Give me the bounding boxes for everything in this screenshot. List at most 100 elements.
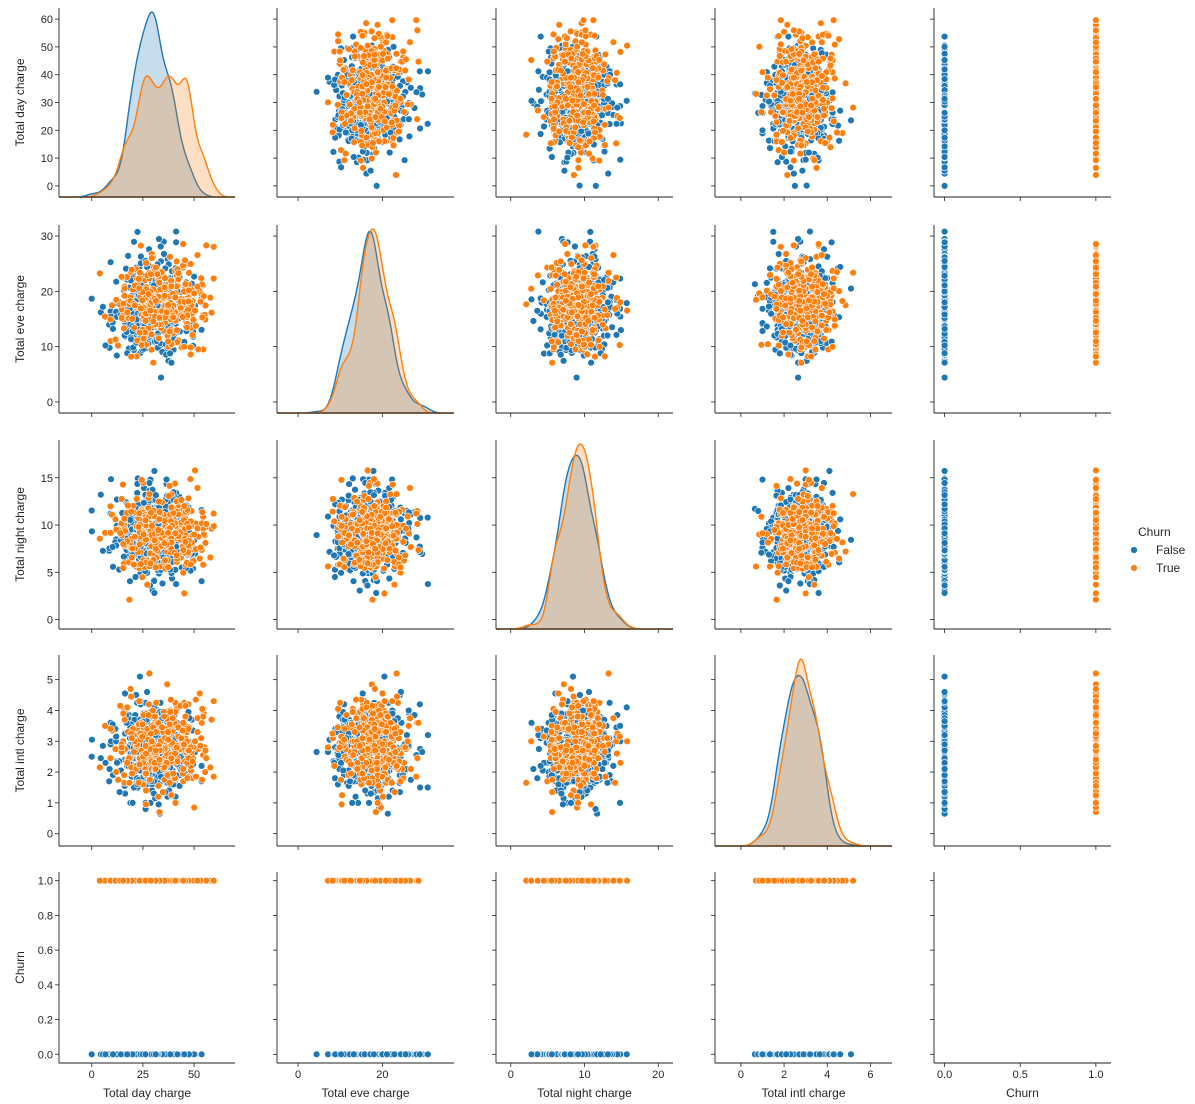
point-false (539, 278, 547, 286)
point-true (829, 16, 838, 24)
point-false (405, 115, 413, 123)
point-true (136, 269, 144, 277)
point-true (144, 290, 153, 298)
point-true (566, 283, 575, 291)
y-tick-label: 10 (41, 342, 53, 354)
point-true (400, 108, 408, 116)
point-true (370, 50, 379, 59)
point-true (328, 128, 337, 137)
point-true (190, 289, 198, 298)
point-true (603, 77, 611, 85)
point-true (527, 285, 535, 293)
point-true (796, 102, 804, 111)
point-true (108, 301, 116, 310)
point-true (414, 57, 423, 66)
point-true (623, 41, 631, 50)
point-true (572, 273, 580, 281)
point-true (561, 240, 569, 248)
point-false (424, 67, 432, 76)
point-true (358, 141, 366, 150)
point-false (802, 181, 811, 190)
point-false (798, 167, 807, 175)
point-true (810, 156, 818, 164)
point-true (567, 340, 575, 348)
y-tick-label: 40 (41, 70, 53, 82)
point-false (400, 156, 409, 164)
point-true (595, 156, 603, 165)
point-true (130, 324, 138, 332)
point-false (545, 68, 554, 77)
point-true (788, 90, 797, 98)
point-true (565, 328, 574, 337)
point-true (555, 266, 563, 274)
point-true (584, 108, 592, 117)
point-true (358, 90, 366, 98)
point-true (826, 61, 835, 70)
point-true (780, 148, 788, 157)
point-false (424, 120, 432, 128)
point-true (565, 139, 574, 147)
point-true (578, 50, 587, 58)
point-true (147, 270, 155, 278)
point-true (167, 282, 176, 290)
point-false (342, 128, 350, 137)
point-true (574, 156, 583, 164)
point-true (555, 127, 563, 136)
point-false (416, 67, 424, 76)
point-true (752, 90, 760, 98)
point-true (567, 54, 576, 63)
point-false (167, 359, 176, 367)
point-true (550, 306, 559, 315)
point-true (577, 256, 586, 264)
point-true (136, 328, 144, 337)
point-true (772, 118, 781, 127)
point-true (590, 31, 599, 40)
point-false (940, 142, 949, 151)
point-true (155, 334, 163, 343)
point-true (543, 57, 551, 66)
point-true (802, 78, 811, 86)
point-true (779, 127, 787, 135)
point-true (188, 331, 197, 339)
point-false (405, 132, 414, 141)
point-true (161, 274, 169, 282)
point-true (1092, 26, 1100, 34)
point-true (382, 38, 390, 46)
point-true (137, 304, 145, 312)
point-true (777, 16, 785, 24)
point-true (166, 253, 174, 261)
point-true (375, 83, 383, 91)
point-true (574, 68, 582, 76)
point-true (601, 141, 609, 149)
point-true (594, 336, 603, 344)
point-false (577, 127, 585, 135)
point-true (193, 251, 202, 259)
point-true (194, 345, 203, 354)
point-true (772, 131, 781, 139)
point-false (155, 235, 163, 243)
point-true (560, 270, 569, 278)
point-true (550, 115, 558, 124)
point-true (828, 94, 837, 103)
point-true (595, 56, 603, 64)
point-true (210, 243, 218, 251)
point-true (142, 259, 150, 267)
point-false (766, 144, 774, 152)
point-true (384, 54, 392, 63)
point-true (376, 105, 384, 113)
point-true (795, 50, 803, 58)
point-true (808, 94, 816, 103)
point-true (831, 74, 839, 83)
point-true (812, 164, 821, 172)
point-true (557, 66, 565, 75)
point-true (604, 103, 613, 112)
y-tick-label: 30 (41, 231, 53, 243)
point-true (349, 66, 357, 74)
point-true (181, 280, 190, 288)
point-true (357, 156, 365, 165)
point-true (594, 73, 602, 82)
point-true (797, 141, 805, 150)
point-false (133, 228, 142, 236)
point-true (1092, 164, 1100, 172)
point-true (534, 106, 542, 115)
